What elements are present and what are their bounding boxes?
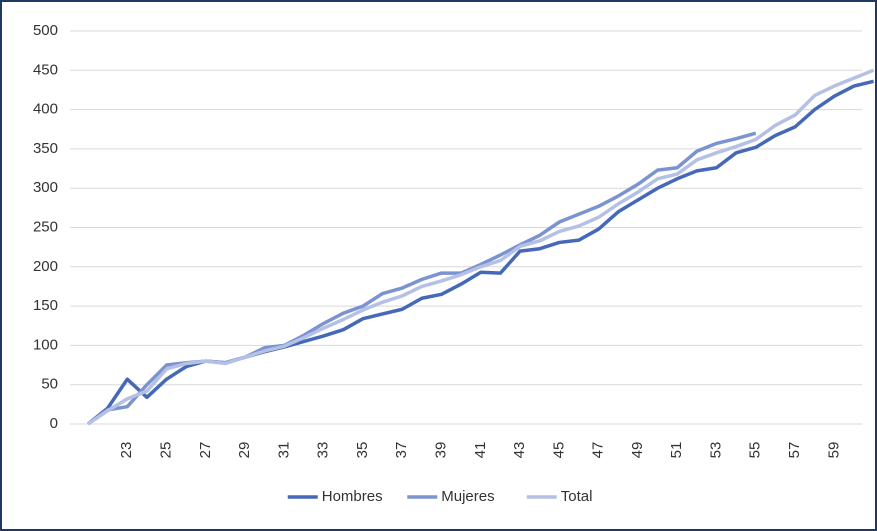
x-tick-label: 55 (747, 442, 764, 459)
x-tick-label: 49 (629, 442, 646, 459)
y-tick-label: 300 (33, 179, 58, 196)
y-tick-label: 250 (33, 218, 58, 235)
x-tick-label: 25 (158, 442, 175, 459)
y-tick-label: 500 (33, 22, 58, 39)
y-tick-label: 150 (33, 297, 58, 314)
x-tick-label: 35 (354, 442, 371, 459)
y-tick-label: 450 (33, 61, 58, 78)
x-tick-label: 39 (432, 442, 449, 459)
x-tick-label: 57 (786, 442, 803, 459)
y-tick-label: 200 (33, 258, 58, 275)
y-tick-label: 350 (33, 140, 58, 157)
x-tick-label: 27 (197, 442, 214, 459)
x-tick-label: 53 (707, 442, 724, 459)
legend-label: Hombres (322, 488, 383, 505)
x-tick-label: 37 (393, 442, 410, 459)
x-tick-label: 51 (668, 442, 685, 459)
x-tick-label: 45 (550, 442, 567, 459)
y-tick-label: 0 (50, 415, 58, 432)
series-line (87, 68, 875, 426)
x-tick-label: 31 (275, 442, 292, 459)
x-tick-label: 41 (472, 442, 489, 459)
x-tick-label: 33 (315, 442, 332, 459)
x-tick-label: 29 (236, 442, 253, 459)
x-tick-label: 59 (825, 442, 842, 459)
x-tick-label: 23 (118, 442, 135, 459)
legend-label: Total (561, 488, 593, 505)
y-tick-label: 100 (33, 336, 58, 353)
x-tick-label: 43 (511, 442, 528, 459)
y-tick-label: 50 (41, 376, 58, 393)
x-tick-label: 47 (590, 442, 607, 459)
legend-label: Mujeres (441, 488, 494, 505)
y-tick-label: 400 (33, 101, 58, 118)
